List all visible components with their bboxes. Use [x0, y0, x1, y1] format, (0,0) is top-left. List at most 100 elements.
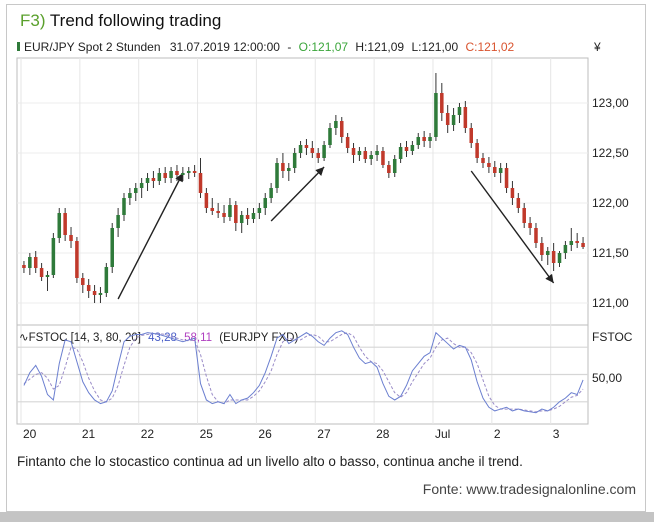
candle-body	[451, 115, 456, 125]
candle-body	[122, 198, 126, 215]
candle-body	[175, 171, 179, 175]
candle-body	[516, 198, 521, 208]
candle-body	[416, 137, 421, 145]
candle-body	[316, 153, 320, 158]
candle-body	[45, 275, 50, 277]
candle-body	[434, 93, 438, 137]
candle-body	[392, 159, 397, 173]
price-chart: EUR/JPY Spot 2 Stunden 31.07.2019 12:00:…	[16, 40, 633, 441]
candle-body	[351, 148, 356, 155]
candle-body	[357, 151, 362, 155]
candle-body	[275, 163, 279, 188]
x-tick-label: 28	[376, 427, 390, 441]
figure-source: Fonte: www.tradesignalonline.com	[422, 481, 636, 497]
figure-number: F3)	[20, 11, 46, 30]
candle-body	[228, 205, 232, 217]
x-tick-label: Jul	[435, 427, 450, 441]
candle-body	[569, 241, 574, 245]
candle-body	[198, 173, 203, 193]
candle-body	[428, 137, 432, 141]
trend-arrow	[270, 166, 325, 222]
candle-body	[104, 267, 109, 293]
open-label: O:121,07	[299, 40, 349, 54]
candle-body	[210, 208, 215, 211]
candle-body	[563, 245, 568, 253]
candle-body	[157, 173, 162, 181]
stoch-value-d: 58,11	[184, 332, 212, 344]
candle-body	[528, 223, 532, 228]
price-header: EUR/JPY Spot 2 Stunden 31.07.2019 12:00:…	[17, 40, 601, 54]
stoch-label: FSTOC [14, 3, 80, 20]	[29, 332, 141, 344]
candle-body	[457, 107, 462, 115]
candle-body	[422, 137, 426, 141]
candle-body	[186, 171, 191, 173]
candle-body	[581, 243, 585, 247]
candle-body	[304, 145, 309, 148]
candle-body	[481, 158, 485, 163]
candle-body	[504, 168, 509, 188]
candle-body	[522, 208, 526, 223]
figure-caption: Fintanto che lo stocastico continua ad u…	[17, 454, 523, 469]
candle-body	[22, 265, 26, 268]
x-tick-label: 22	[141, 427, 155, 441]
candle-body	[534, 228, 538, 243]
candle-body	[51, 238, 56, 275]
candle-body	[410, 145, 415, 151]
candle-body	[498, 168, 503, 173]
price-tick-label: 121,00	[592, 296, 629, 310]
candle-body	[493, 167, 497, 173]
stoch-value-k: 43,28	[148, 332, 177, 344]
candle-body	[192, 171, 197, 173]
candle-body	[69, 235, 73, 241]
price-tick-label: 123,00	[592, 96, 629, 110]
close-label: C:121,02	[466, 40, 515, 54]
x-tick-label: 21	[82, 427, 96, 441]
candle-body	[98, 293, 103, 295]
trend-arrow	[117, 172, 184, 300]
candle-body	[440, 93, 444, 113]
figure-title-text: Trend following trading	[49, 11, 222, 30]
candle-body	[475, 143, 479, 158]
candle-body	[292, 153, 297, 168]
candle-body	[139, 183, 144, 188]
candle-body	[204, 193, 209, 208]
candle-body	[369, 155, 373, 159]
candle-body	[322, 145, 326, 158]
low-label: L:121,00	[411, 40, 458, 54]
symbol-label: EUR/JPY Spot 2 Stunden	[24, 40, 161, 54]
candle-body	[222, 213, 226, 217]
candle-body	[239, 215, 244, 223]
candle-body	[169, 171, 173, 178]
candle-body	[63, 213, 67, 235]
candle-body	[404, 147, 409, 151]
candle-body	[575, 241, 579, 243]
candle-body	[33, 257, 38, 268]
candle-body	[445, 113, 450, 125]
candle-body	[234, 205, 238, 223]
candle-body	[463, 107, 468, 128]
stoch-instrument: (EURJPY FXD)	[219, 332, 298, 344]
candle-body	[251, 213, 256, 219]
candle-body	[510, 188, 515, 198]
candle-body	[263, 198, 268, 208]
stoch-axis-label: FSTOC	[592, 330, 633, 344]
candle-body	[345, 137, 350, 148]
candle-body	[257, 208, 262, 213]
candle-body	[545, 251, 550, 255]
candle-body	[245, 215, 250, 219]
candle-body	[328, 128, 332, 145]
candle-body	[81, 278, 85, 285]
price-tick-label: 122,50	[592, 146, 629, 160]
candle-body	[363, 151, 368, 159]
candle-body	[287, 168, 291, 171]
candle-body	[381, 151, 385, 165]
x-tick-label: 27	[317, 427, 331, 441]
candle-body	[181, 173, 185, 175]
x-tick-label: 3	[553, 427, 560, 441]
x-tick-label: 25	[200, 427, 214, 441]
candle-body	[86, 285, 91, 291]
high-label: H:121,09	[355, 40, 404, 54]
candle-body	[145, 178, 150, 183]
candle-body	[339, 121, 344, 137]
x-tick-label: 20	[23, 427, 37, 441]
